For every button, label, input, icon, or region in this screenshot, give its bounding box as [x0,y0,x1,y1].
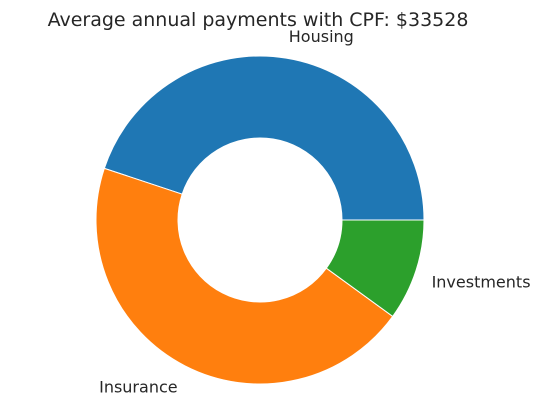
slice-housing [103,55,425,221]
slice-label-investments: Investments [432,273,531,292]
slice-investments [325,219,425,318]
donut-slices [95,55,425,385]
slice-label-insurance: Insurance [99,377,178,396]
slice-insurance [95,167,394,385]
chart-title: Average annual payments with CPF: $33528 [48,9,469,31]
slice-labels: Housing Insurance Investments [99,27,530,397]
slice-label-housing: Housing [289,27,354,46]
